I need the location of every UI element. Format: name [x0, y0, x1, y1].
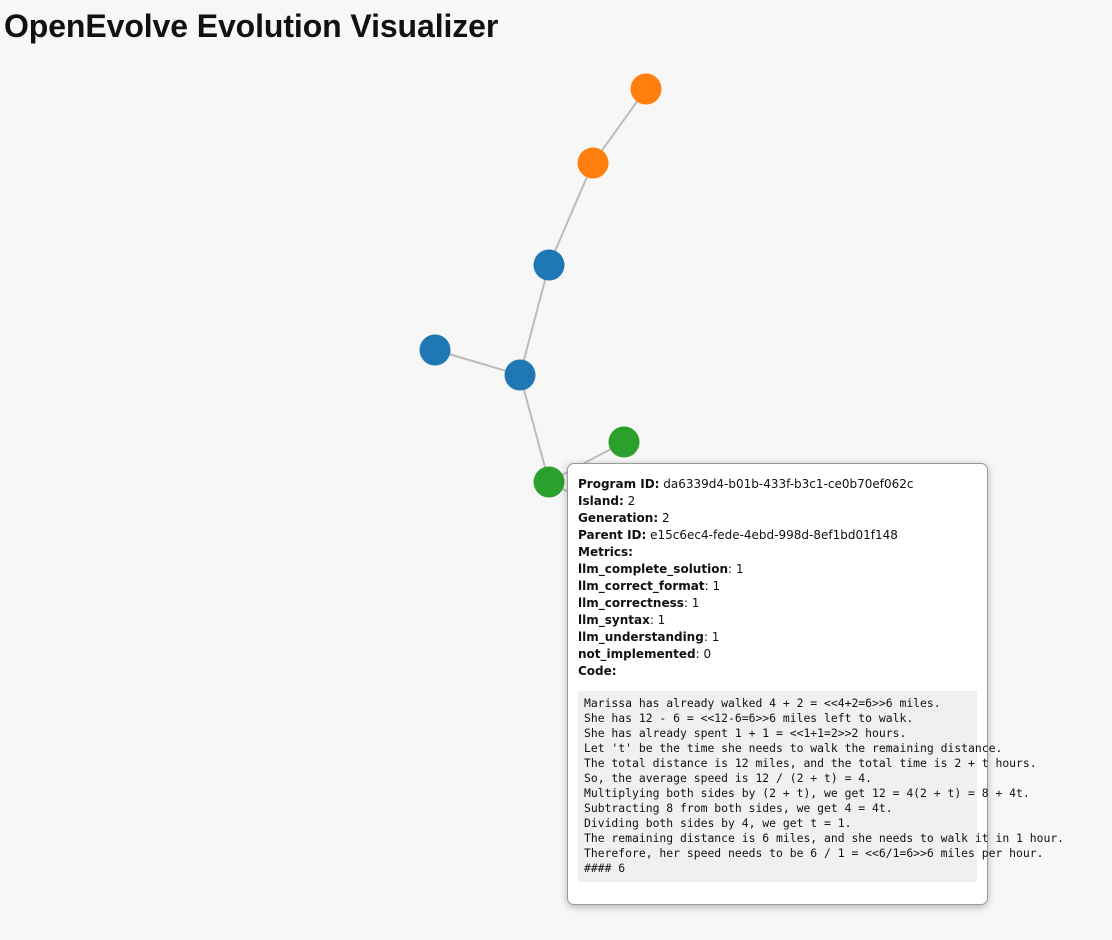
graph-edge — [519, 374, 550, 483]
metric-value: 1 — [735, 562, 744, 576]
program-id-row: Program ID: da6339d4-b01b-433f-b3c1-ce0b… — [578, 476, 977, 493]
generation-row: Generation: 2 — [578, 510, 977, 527]
parent-id-value: e15c6ec4-fede-4ebd-998d-8ef1bd01f148 — [650, 528, 898, 542]
metric-value: 0 — [703, 647, 712, 661]
metric-name: llm_correctness — [578, 596, 684, 610]
generation-value: 2 — [661, 511, 670, 525]
metric-row: not_implemented: 0 — [578, 647, 712, 661]
code-block: Marissa has already walked 4 + 2 = <<4+2… — [578, 691, 1064, 882]
generation-label: Generation: — [578, 511, 659, 525]
metric-name: llm_complete_solution — [578, 562, 728, 576]
metric-row: llm_syntax: 1 — [578, 613, 666, 627]
metric-name: llm_correct_format — [578, 579, 705, 593]
page-title: OpenEvolve Evolution Visualizer — [4, 8, 499, 44]
metric-value: 1 — [691, 596, 700, 610]
code-heading: Code: — [578, 663, 977, 680]
graph-edge — [519, 264, 550, 376]
program-node[interactable] — [419, 334, 451, 366]
program-id-value: da6339d4-b01b-433f-b3c1-ce0b70ef062c — [663, 477, 914, 491]
program-node[interactable] — [630, 73, 662, 105]
island-value: 2 — [627, 494, 636, 508]
code-label: Code: — [578, 664, 617, 678]
graph-edge — [548, 162, 594, 266]
metrics-heading: Metrics: — [578, 544, 977, 561]
island-label: Island: — [578, 494, 624, 508]
island-row: Island: 2 — [578, 493, 977, 510]
metric-row: llm_correctness: 1 — [578, 596, 700, 610]
program-node[interactable] — [533, 249, 565, 281]
program-node[interactable] — [577, 147, 609, 179]
program-id-label: Program ID: — [578, 477, 660, 491]
parent-id-label: Parent ID: — [578, 528, 647, 542]
parent-id-row: Parent ID: e15c6ec4-fede-4ebd-998d-8ef1b… — [578, 527, 977, 544]
metric-row: llm_understanding: 1 — [578, 630, 720, 644]
metric-row: llm_correct_format: 1 — [578, 579, 721, 593]
program-node[interactable] — [608, 426, 640, 458]
metric-value: 1 — [712, 579, 721, 593]
metric-row: llm_complete_solution: 1 — [578, 562, 744, 576]
program-tooltip: Program ID: da6339d4-b01b-433f-b3c1-ce0b… — [567, 463, 1064, 905]
metric-name: not_implemented — [578, 647, 696, 661]
metric-name: llm_understanding — [578, 630, 704, 644]
program-node[interactable] — [533, 466, 565, 498]
metric-value: 1 — [657, 613, 666, 627]
metric-name: llm_syntax — [578, 613, 650, 627]
metrics-label: Metrics: — [578, 545, 633, 559]
program-node[interactable] — [504, 359, 536, 391]
metric-value: 1 — [711, 630, 720, 644]
